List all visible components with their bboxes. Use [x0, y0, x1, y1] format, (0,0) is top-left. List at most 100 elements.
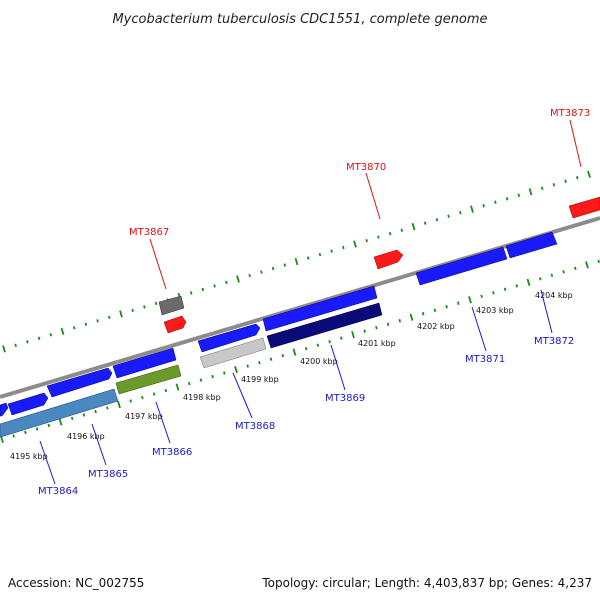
- minor-tick: [538, 277, 542, 281]
- minor-tick: [517, 193, 521, 197]
- kbp-label: 4200 kbp: [300, 357, 338, 366]
- gene-arrow[interactable]: [266, 302, 383, 349]
- gene-label[interactable]: MT3871: [465, 354, 505, 365]
- major-tick: [236, 275, 240, 283]
- kbp-label: 4199 kbp: [241, 375, 279, 384]
- major-tick: [409, 313, 414, 321]
- minor-tick: [106, 406, 109, 410]
- label-leader: [330, 344, 346, 391]
- gene-track: [0, 196, 600, 438]
- gene-arrow[interactable]: [46, 367, 113, 398]
- minor-tick: [574, 266, 577, 271]
- genome-summary-text: Topology: circular; Length: 4,403,837 bp…: [261, 576, 592, 590]
- label-leader: [471, 306, 487, 352]
- major-tick: [60, 327, 65, 335]
- label-leader: [569, 119, 582, 168]
- minor-tick: [154, 301, 158, 306]
- minor-tick: [260, 270, 263, 274]
- label-leader: [91, 423, 107, 466]
- gene-label[interactable]: MT3869: [325, 393, 365, 404]
- minor-tick: [492, 291, 495, 295]
- major-tick: [294, 257, 299, 266]
- gene-arrow[interactable]: [199, 337, 267, 369]
- gene-label[interactable]: MT3867: [129, 227, 169, 238]
- minor-tick: [503, 287, 507, 291]
- major-tick: [2, 345, 6, 353]
- minor-tick: [47, 423, 51, 428]
- gene-label[interactable]: MT3866: [152, 447, 192, 458]
- gene-label[interactable]: MT3864: [38, 486, 78, 497]
- minor-tick: [201, 287, 205, 292]
- label-leader: [232, 372, 253, 419]
- minor-tick: [375, 326, 378, 330]
- gene-arrow[interactable]: [197, 323, 261, 353]
- kbp-label: 4196 kbp: [67, 432, 105, 441]
- major-tick: [411, 223, 416, 231]
- kbp-scale: 4195 kbp 4196 kbp 4197 kbp 4198 kbp 4199…: [10, 291, 573, 461]
- gene-arrow[interactable]: [7, 392, 49, 416]
- minor-tick: [377, 235, 380, 239]
- minor-tick: [223, 371, 226, 375]
- minor-tick: [388, 231, 392, 236]
- gene-arrow[interactable]: [112, 347, 177, 379]
- minor-tick: [24, 430, 27, 435]
- minor-tick: [306, 256, 310, 260]
- minor-tick: [199, 378, 203, 382]
- major-tick: [468, 296, 472, 304]
- minor-tick: [35, 427, 39, 431]
- major-tick: [526, 278, 531, 286]
- gene-label[interactable]: MT3865: [88, 469, 128, 480]
- gene-arrow[interactable]: [0, 388, 119, 438]
- minor-tick: [457, 301, 460, 305]
- gene-arrow[interactable]: [373, 249, 404, 270]
- minor-tick: [398, 319, 402, 323]
- gene-arrow[interactable]: [115, 364, 182, 395]
- major-tick: [353, 240, 357, 248]
- gene-arrow[interactable]: [0, 402, 9, 417]
- minor-tick: [131, 308, 134, 313]
- major-tick: [58, 418, 63, 426]
- label-leader: [155, 401, 171, 444]
- minor-tick: [515, 284, 519, 288]
- major-tick: [292, 348, 297, 356]
- gene-arrow[interactable]: [415, 246, 508, 286]
- major-tick: [470, 205, 474, 213]
- minor-tick: [423, 221, 427, 225]
- minor-tick: [340, 336, 343, 340]
- minor-tick: [49, 333, 53, 337]
- minor-tick: [26, 340, 29, 344]
- minor-tick: [213, 284, 216, 288]
- minor-tick: [433, 308, 437, 312]
- major-tick: [175, 383, 180, 391]
- minor-tick: [189, 291, 193, 295]
- minor-tick: [84, 322, 88, 327]
- minor-tick: [576, 176, 579, 180]
- minor-tick: [459, 210, 462, 215]
- minor-tick: [82, 413, 86, 417]
- gene-arrow[interactable]: [505, 231, 558, 259]
- minor-tick: [143, 305, 146, 309]
- minor-tick: [129, 399, 132, 403]
- gene-arrow[interactable]: [568, 196, 600, 219]
- gene-arrow[interactable]: [158, 295, 185, 316]
- minor-tick: [447, 214, 450, 218]
- minor-tick: [246, 364, 249, 368]
- gene-label[interactable]: MT3870: [346, 162, 386, 173]
- minor-tick: [562, 270, 565, 274]
- inner-tick-track: [0, 259, 600, 444]
- kbp-label: 4203 kbp: [476, 306, 514, 315]
- minor-tick: [445, 305, 448, 309]
- gene-label[interactable]: MT3873: [550, 108, 590, 119]
- gene-arrow[interactable]: [163, 315, 187, 334]
- major-tick: [119, 310, 123, 318]
- minor-tick: [494, 200, 497, 204]
- minor-tick: [363, 329, 366, 333]
- gene-label[interactable]: MT3872: [534, 336, 574, 347]
- gene-arrow[interactable]: [262, 285, 378, 332]
- gene-label[interactable]: MT3868: [235, 421, 275, 432]
- minor-tick: [386, 322, 390, 326]
- minor-tick: [12, 434, 15, 438]
- minor-tick: [540, 186, 544, 190]
- minor-tick: [597, 259, 600, 264]
- minor-tick: [37, 336, 41, 341]
